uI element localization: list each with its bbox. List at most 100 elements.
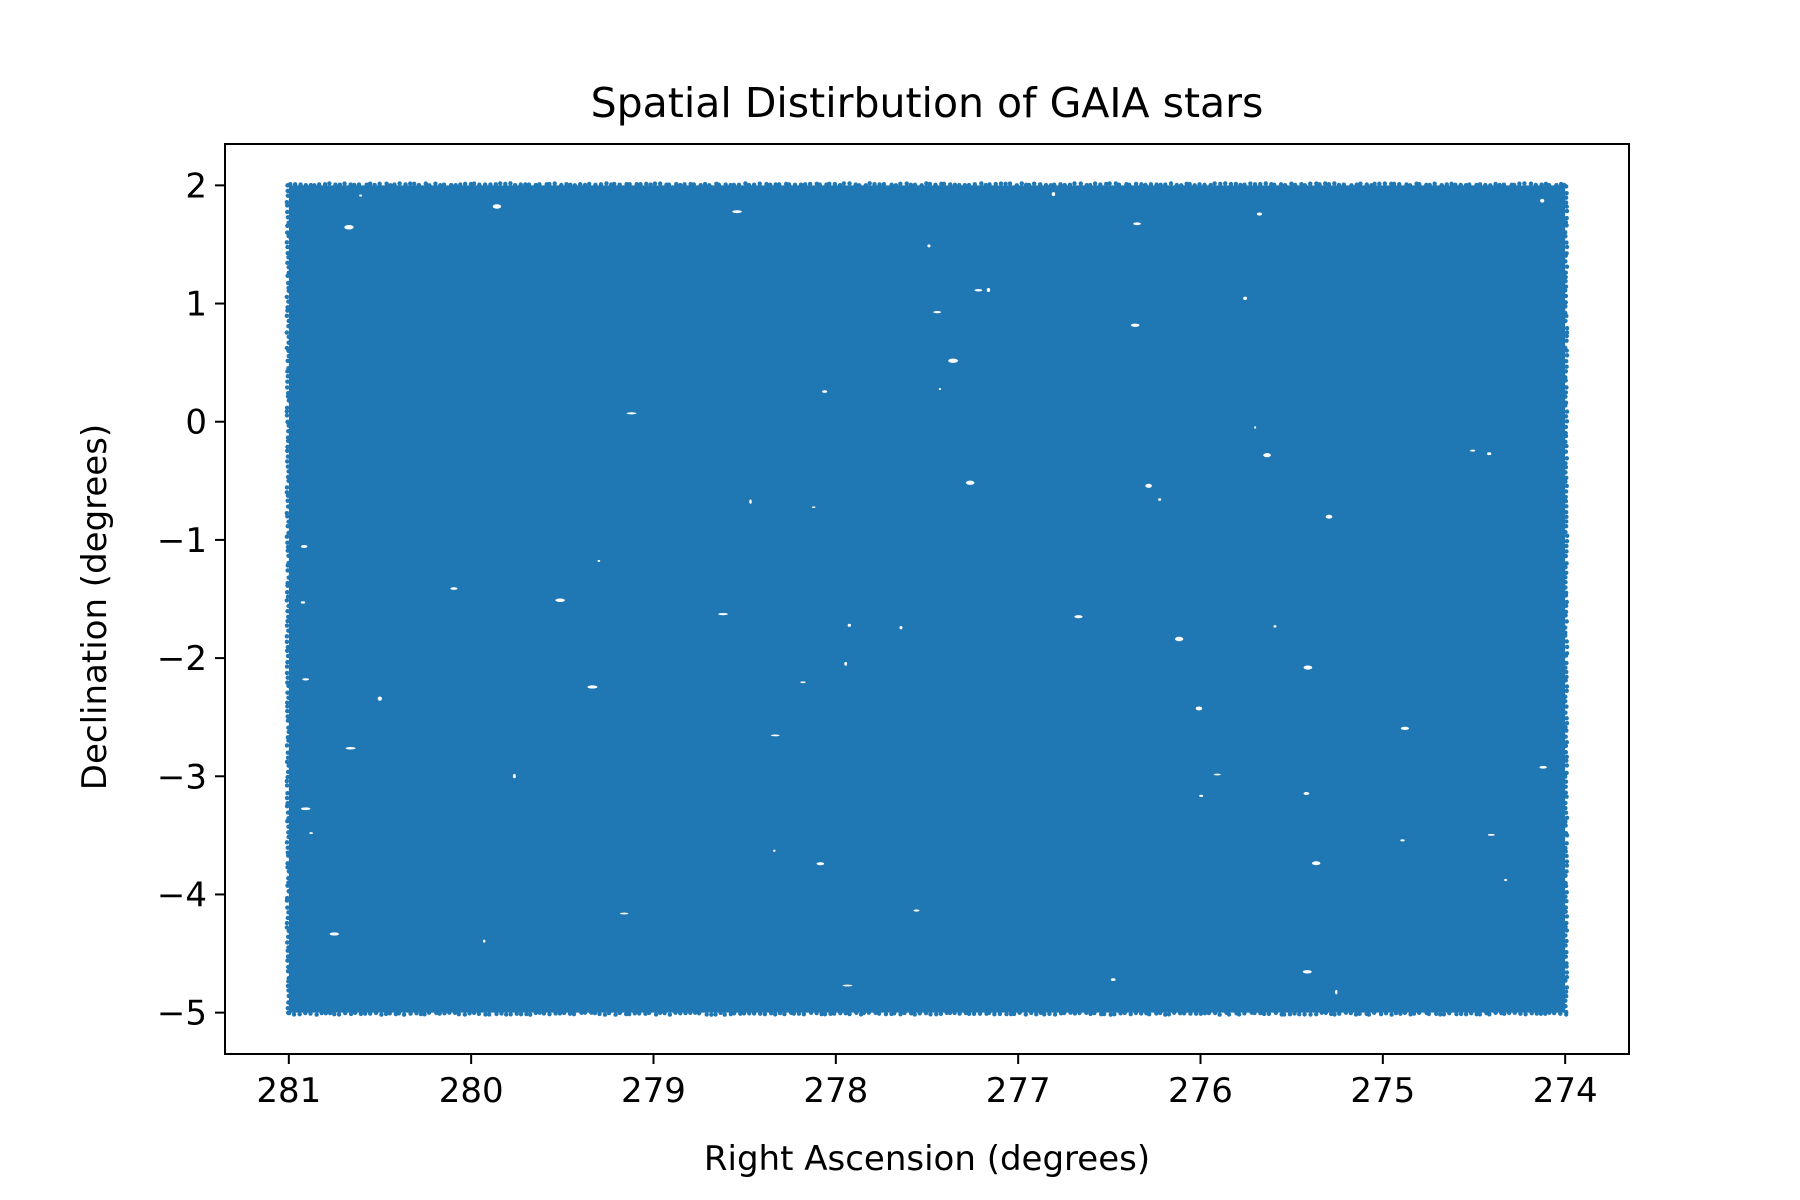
scatter-point — [1181, 1011, 1187, 1016]
y-tick-label: 0 — [185, 403, 207, 443]
scatter-point — [1467, 182, 1472, 187]
scatter-point — [873, 1010, 878, 1016]
scatter-point — [1297, 1011, 1302, 1017]
scatter-point — [1564, 561, 1569, 566]
scatter-point — [1563, 989, 1569, 994]
scatter-point — [1371, 1010, 1377, 1015]
field-gap — [587, 685, 598, 689]
scatter-point — [284, 743, 290, 748]
scatter-point — [1563, 993, 1569, 999]
scatter-point — [1088, 1011, 1093, 1017]
scatter-point — [1564, 504, 1569, 509]
scatter-point — [291, 1012, 297, 1017]
scatter-point — [503, 1012, 509, 1017]
scatter-point — [993, 181, 998, 187]
y-tick-label: −2 — [157, 639, 207, 679]
scatter-point — [1523, 1011, 1528, 1017]
field-gap — [1302, 970, 1312, 974]
field-gap — [1110, 978, 1116, 981]
scatter-point — [433, 181, 438, 186]
scatter-point — [286, 288, 292, 294]
scatter-point — [1047, 1011, 1052, 1017]
scatter-point — [503, 181, 508, 187]
scatter-point — [286, 334, 291, 340]
scatter-point — [1236, 1012, 1242, 1017]
scatter-point — [698, 182, 703, 188]
scatter-point — [1563, 293, 1569, 299]
scatter-point — [1168, 181, 1174, 186]
scatter-point — [1084, 182, 1089, 188]
scatter-point — [1226, 1012, 1232, 1017]
scatter-point — [362, 1011, 368, 1016]
scatter-point — [342, 181, 347, 186]
scatter-point — [723, 182, 728, 187]
scatter-point — [838, 1010, 843, 1016]
field-gap — [597, 559, 601, 562]
scatter-point — [688, 1010, 693, 1016]
scatter-point — [285, 374, 291, 379]
scatter-point — [572, 183, 578, 188]
scatter-point — [1077, 1010, 1082, 1016]
field-gap — [844, 661, 848, 666]
scatter-point — [343, 1010, 348, 1016]
field-gap — [1303, 792, 1310, 795]
x-tick-label: 279 — [621, 1071, 686, 1111]
scatter-point — [1563, 465, 1569, 470]
field-gap — [718, 612, 728, 616]
scatter-point — [284, 804, 290, 809]
scatter-point — [938, 1011, 944, 1017]
scatter-point — [1563, 279, 1568, 284]
scatter-point — [1564, 674, 1569, 680]
scatter-point — [1564, 985, 1570, 990]
scatter-point — [571, 1011, 577, 1017]
scatter-point — [933, 182, 938, 187]
field-gap — [1487, 833, 1495, 836]
scatter-point — [285, 244, 290, 250]
y-tick-label: −4 — [157, 875, 207, 915]
field-gap — [913, 909, 920, 912]
scatter-point — [285, 438, 291, 444]
field-gap — [933, 311, 942, 314]
scatter-point — [285, 718, 291, 723]
scatter-point — [782, 1011, 787, 1017]
scatter-point — [285, 861, 290, 866]
scatter-point — [1564, 961, 1569, 966]
x-tick-label: 277 — [986, 1071, 1051, 1111]
scatter-point — [1564, 240, 1569, 245]
scatter-point — [423, 181, 428, 186]
scatter-point — [1563, 433, 1569, 439]
scatter-point — [1564, 950, 1569, 955]
scatter-point — [924, 181, 929, 186]
scatter-point — [284, 294, 290, 300]
field-gap — [300, 544, 308, 548]
scatter-point — [1563, 790, 1568, 795]
scatter-point — [285, 188, 290, 194]
field-gap — [1213, 773, 1221, 776]
scatter-point — [736, 182, 742, 188]
scatter-point — [1008, 1011, 1014, 1017]
scatter-point — [1004, 1011, 1009, 1017]
scatter-point — [1564, 333, 1570, 339]
scatter-point — [471, 1010, 477, 1015]
scatter-point — [843, 1010, 848, 1016]
field-gap — [512, 773, 516, 779]
axes-frame — [224, 143, 1630, 1055]
scatter-point — [1139, 1011, 1144, 1016]
field-gap — [1335, 989, 1338, 995]
scatter-point — [1563, 489, 1569, 494]
scatter-point — [1178, 1011, 1183, 1016]
scatter-point — [286, 575, 291, 580]
scatter-point — [408, 1011, 413, 1016]
scatter-point — [1017, 1010, 1022, 1015]
scatter-point — [1212, 181, 1217, 186]
scatter-point — [1564, 223, 1569, 228]
scatter-point — [1511, 182, 1517, 188]
scatter-point — [285, 498, 290, 503]
scatter-point — [1128, 1011, 1133, 1017]
scatter-point — [286, 423, 291, 428]
scatter-point — [488, 182, 493, 187]
scatter-point — [471, 181, 477, 186]
scatter-point — [667, 1012, 673, 1017]
scatter-point — [1564, 538, 1570, 544]
scatter-point — [285, 280, 291, 286]
